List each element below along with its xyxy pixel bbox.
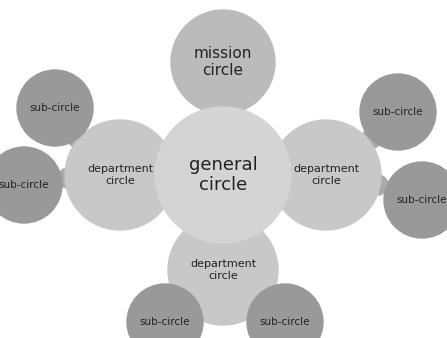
Circle shape [362,128,382,148]
Circle shape [171,10,275,114]
Text: general
circle: general circle [189,155,257,194]
Text: sub-circle: sub-circle [397,195,447,205]
Circle shape [166,163,190,187]
Circle shape [180,298,200,318]
Circle shape [0,147,62,223]
Text: sub-circle: sub-circle [140,317,190,327]
Text: department
circle: department circle [293,164,359,186]
Text: mission
circle: mission circle [194,46,252,78]
Text: department
circle: department circle [87,164,153,186]
Circle shape [168,215,278,325]
Circle shape [248,298,268,318]
Circle shape [360,74,436,150]
Text: department
circle: department circle [190,259,256,281]
Text: sub-circle: sub-circle [260,317,310,327]
Circle shape [384,162,447,238]
Circle shape [247,284,323,338]
Circle shape [368,175,388,195]
Text: sub-circle: sub-circle [373,107,423,117]
Circle shape [58,168,78,188]
Circle shape [127,284,203,338]
Circle shape [210,105,236,131]
Text: sub-circle: sub-circle [30,103,80,113]
Circle shape [155,107,291,243]
Circle shape [256,163,280,187]
Circle shape [65,120,175,230]
Circle shape [17,70,93,146]
Text: sub-circle: sub-circle [0,180,49,190]
Circle shape [211,233,235,257]
Circle shape [271,120,381,230]
Circle shape [68,128,88,148]
